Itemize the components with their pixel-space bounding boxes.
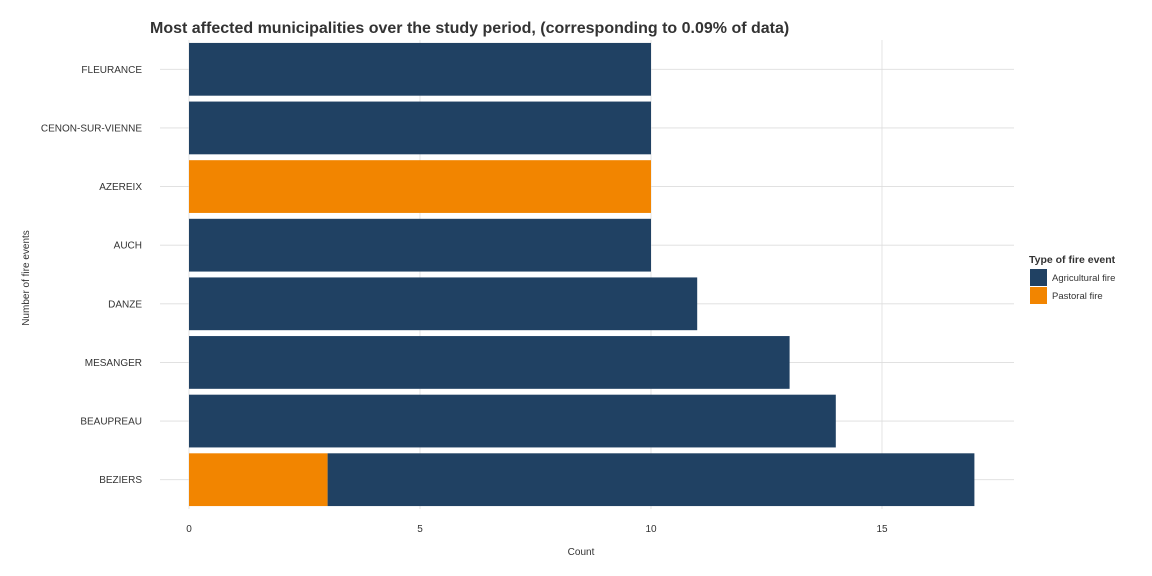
x-tick-label: 15 xyxy=(876,524,888,535)
legend-swatch xyxy=(1030,269,1047,286)
y-axis-title: Number of fire events xyxy=(21,230,32,326)
y-tick-label: AZEREIX xyxy=(99,182,142,193)
bars xyxy=(189,42,975,507)
legend-label: Agricultural fire xyxy=(1052,273,1115,284)
legend-title: Type of fire event xyxy=(1029,254,1116,266)
bar-segment xyxy=(189,42,651,96)
bar-segment xyxy=(189,101,651,155)
x-tick-labels: 0 5 10 15 xyxy=(186,524,888,535)
x-axis-title: Count xyxy=(568,547,595,558)
chart-title: Most affected municipalities over the st… xyxy=(150,20,789,37)
bar-segment xyxy=(189,453,328,507)
y-tick-label: FLEURANCE xyxy=(81,65,142,76)
bar-segment xyxy=(327,453,975,507)
y-tick-label: MESANGER xyxy=(85,358,142,369)
x-tick-label: 5 xyxy=(417,524,423,535)
bar-segment xyxy=(189,336,790,389)
bar-segment xyxy=(189,160,651,213)
y-tick-label: DANZE xyxy=(108,299,142,310)
legend-entries: Agricultural fire Pastoral fire xyxy=(1030,269,1115,304)
x-tick-label: 0 xyxy=(186,524,192,535)
bar-segment xyxy=(189,277,698,331)
legend-label: Pastoral fire xyxy=(1052,291,1103,302)
bar-segment xyxy=(189,394,836,448)
y-tick-label: BEAUPREAU xyxy=(80,417,142,428)
y-tick-label: CENON-SUR-VIENNE xyxy=(41,123,142,134)
bar-segment xyxy=(189,218,651,272)
legend-swatch xyxy=(1030,287,1047,304)
y-tick-label: AUCH xyxy=(114,241,142,252)
x-tick-label: 10 xyxy=(645,524,657,535)
y-tick-labels: BEZIERS BEAUPREAU MESANGER DANZE AUCH AZEREIX… xyxy=(41,65,142,486)
y-tick-label: BEZIERS xyxy=(99,475,142,486)
legend: Type of fire event Agricultural fire Past… xyxy=(1029,254,1116,304)
